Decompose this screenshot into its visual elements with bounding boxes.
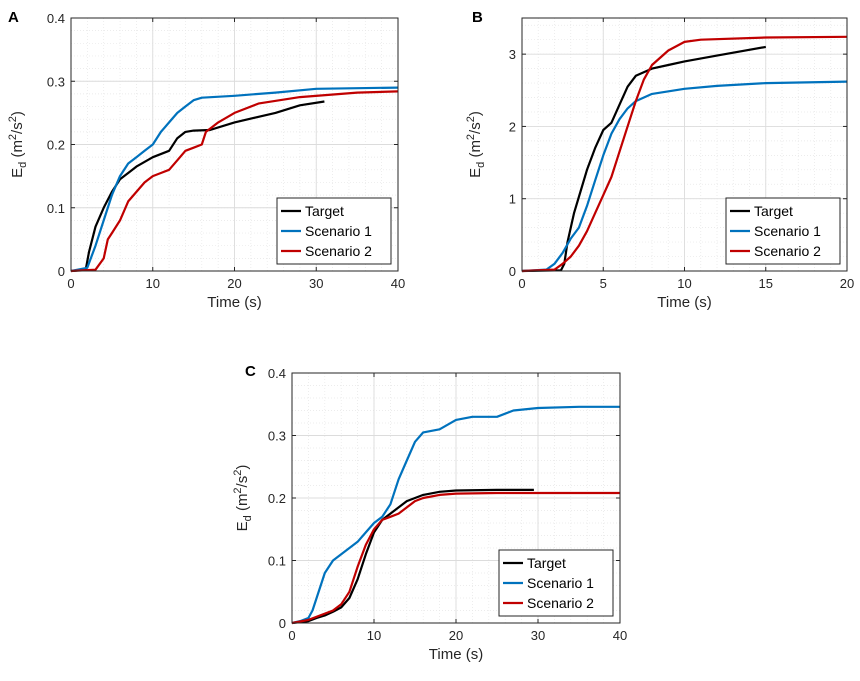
y-axis-label: Ed (m2/s2) <box>7 111 29 178</box>
y-axis-label: Ed (m2/s2) <box>232 465 254 532</box>
legend-label: Scenario 1 <box>305 223 372 239</box>
y-tick-label: 0.1 <box>47 201 65 216</box>
series-line-scenario-1 <box>70 86 399 273</box>
legend-label: Scenario 2 <box>754 243 821 259</box>
x-tick-label: 0 <box>288 628 295 643</box>
x-tick-label: 20 <box>449 628 463 643</box>
y-tick-label: 2 <box>509 119 516 134</box>
x-tick-label: 40 <box>391 276 405 291</box>
y-tick-label: 0.3 <box>47 74 65 89</box>
x-tick-label: 10 <box>367 628 381 643</box>
legend-label: Scenario 1 <box>754 223 821 239</box>
x-tick-label: 20 <box>227 276 241 291</box>
legend-label: Target <box>527 555 566 571</box>
y-axis-label: Ed (m2/s2) <box>465 111 487 178</box>
y-tick-label: 0.4 <box>268 366 286 381</box>
x-axis-label: Time (s) <box>429 646 483 663</box>
panel-label: A <box>8 9 19 26</box>
series-line-scenario-2 <box>521 35 848 273</box>
x-tick-label: 20 <box>840 276 854 291</box>
x-axis-label: Time (s) <box>657 294 711 311</box>
legend-label: Scenario 2 <box>305 243 372 259</box>
x-tick-label: 30 <box>309 276 323 291</box>
series-line-scenario-2 <box>291 491 620 625</box>
x-tick-label: 40 <box>613 628 627 643</box>
y-tick-label: 0.3 <box>268 429 286 444</box>
y-tick-label: 0 <box>509 264 516 279</box>
chart-panel-B: 0 5 10 15 20 0 1 2 3 Time (s) Ed (m2/s2) B Target Sce… <box>465 9 854 311</box>
chart-panel-C: 0 10 20 30 40 0 0.1 0.2 0.3 0.4 Time (s) Ed (m2/s2)… <box>232 363 627 663</box>
series-line-scenario-1 <box>521 80 848 273</box>
series-line-scenario-1 <box>291 405 620 625</box>
x-tick-label: 0 <box>67 276 74 291</box>
x-tick-label: 15 <box>759 276 773 291</box>
x-tick-label: 10 <box>677 276 691 291</box>
legend-label: Target <box>305 203 344 219</box>
panel-label: C <box>245 363 256 380</box>
chart-panel-A: 0 10 20 30 40 0 0.1 0.2 0.3 0.4 Time (s) Ed (m2/s2)… <box>7 9 405 311</box>
y-tick-label: 0.2 <box>268 491 286 506</box>
y-tick-label: 0 <box>279 616 286 631</box>
x-tick-label: 10 <box>146 276 160 291</box>
y-tick-label: 0.1 <box>268 554 286 569</box>
x-axis-label: Time (s) <box>207 294 261 311</box>
panel-label: B <box>472 9 483 26</box>
legend-label: Scenario 1 <box>527 575 594 591</box>
y-tick-label: 0 <box>58 264 65 279</box>
y-tick-label: 3 <box>509 47 516 62</box>
legend-label: Target <box>754 203 793 219</box>
y-tick-label: 0.2 <box>47 138 65 153</box>
y-tick-label: 1 <box>509 192 516 207</box>
x-tick-label: 0 <box>518 276 525 291</box>
x-tick-label: 30 <box>531 628 545 643</box>
series-line-scenario-2 <box>70 90 399 273</box>
series-line-target <box>70 100 325 273</box>
x-tick-label: 5 <box>600 276 607 291</box>
y-tick-label: 0.4 <box>47 11 65 26</box>
legend-label: Scenario 2 <box>527 595 594 611</box>
